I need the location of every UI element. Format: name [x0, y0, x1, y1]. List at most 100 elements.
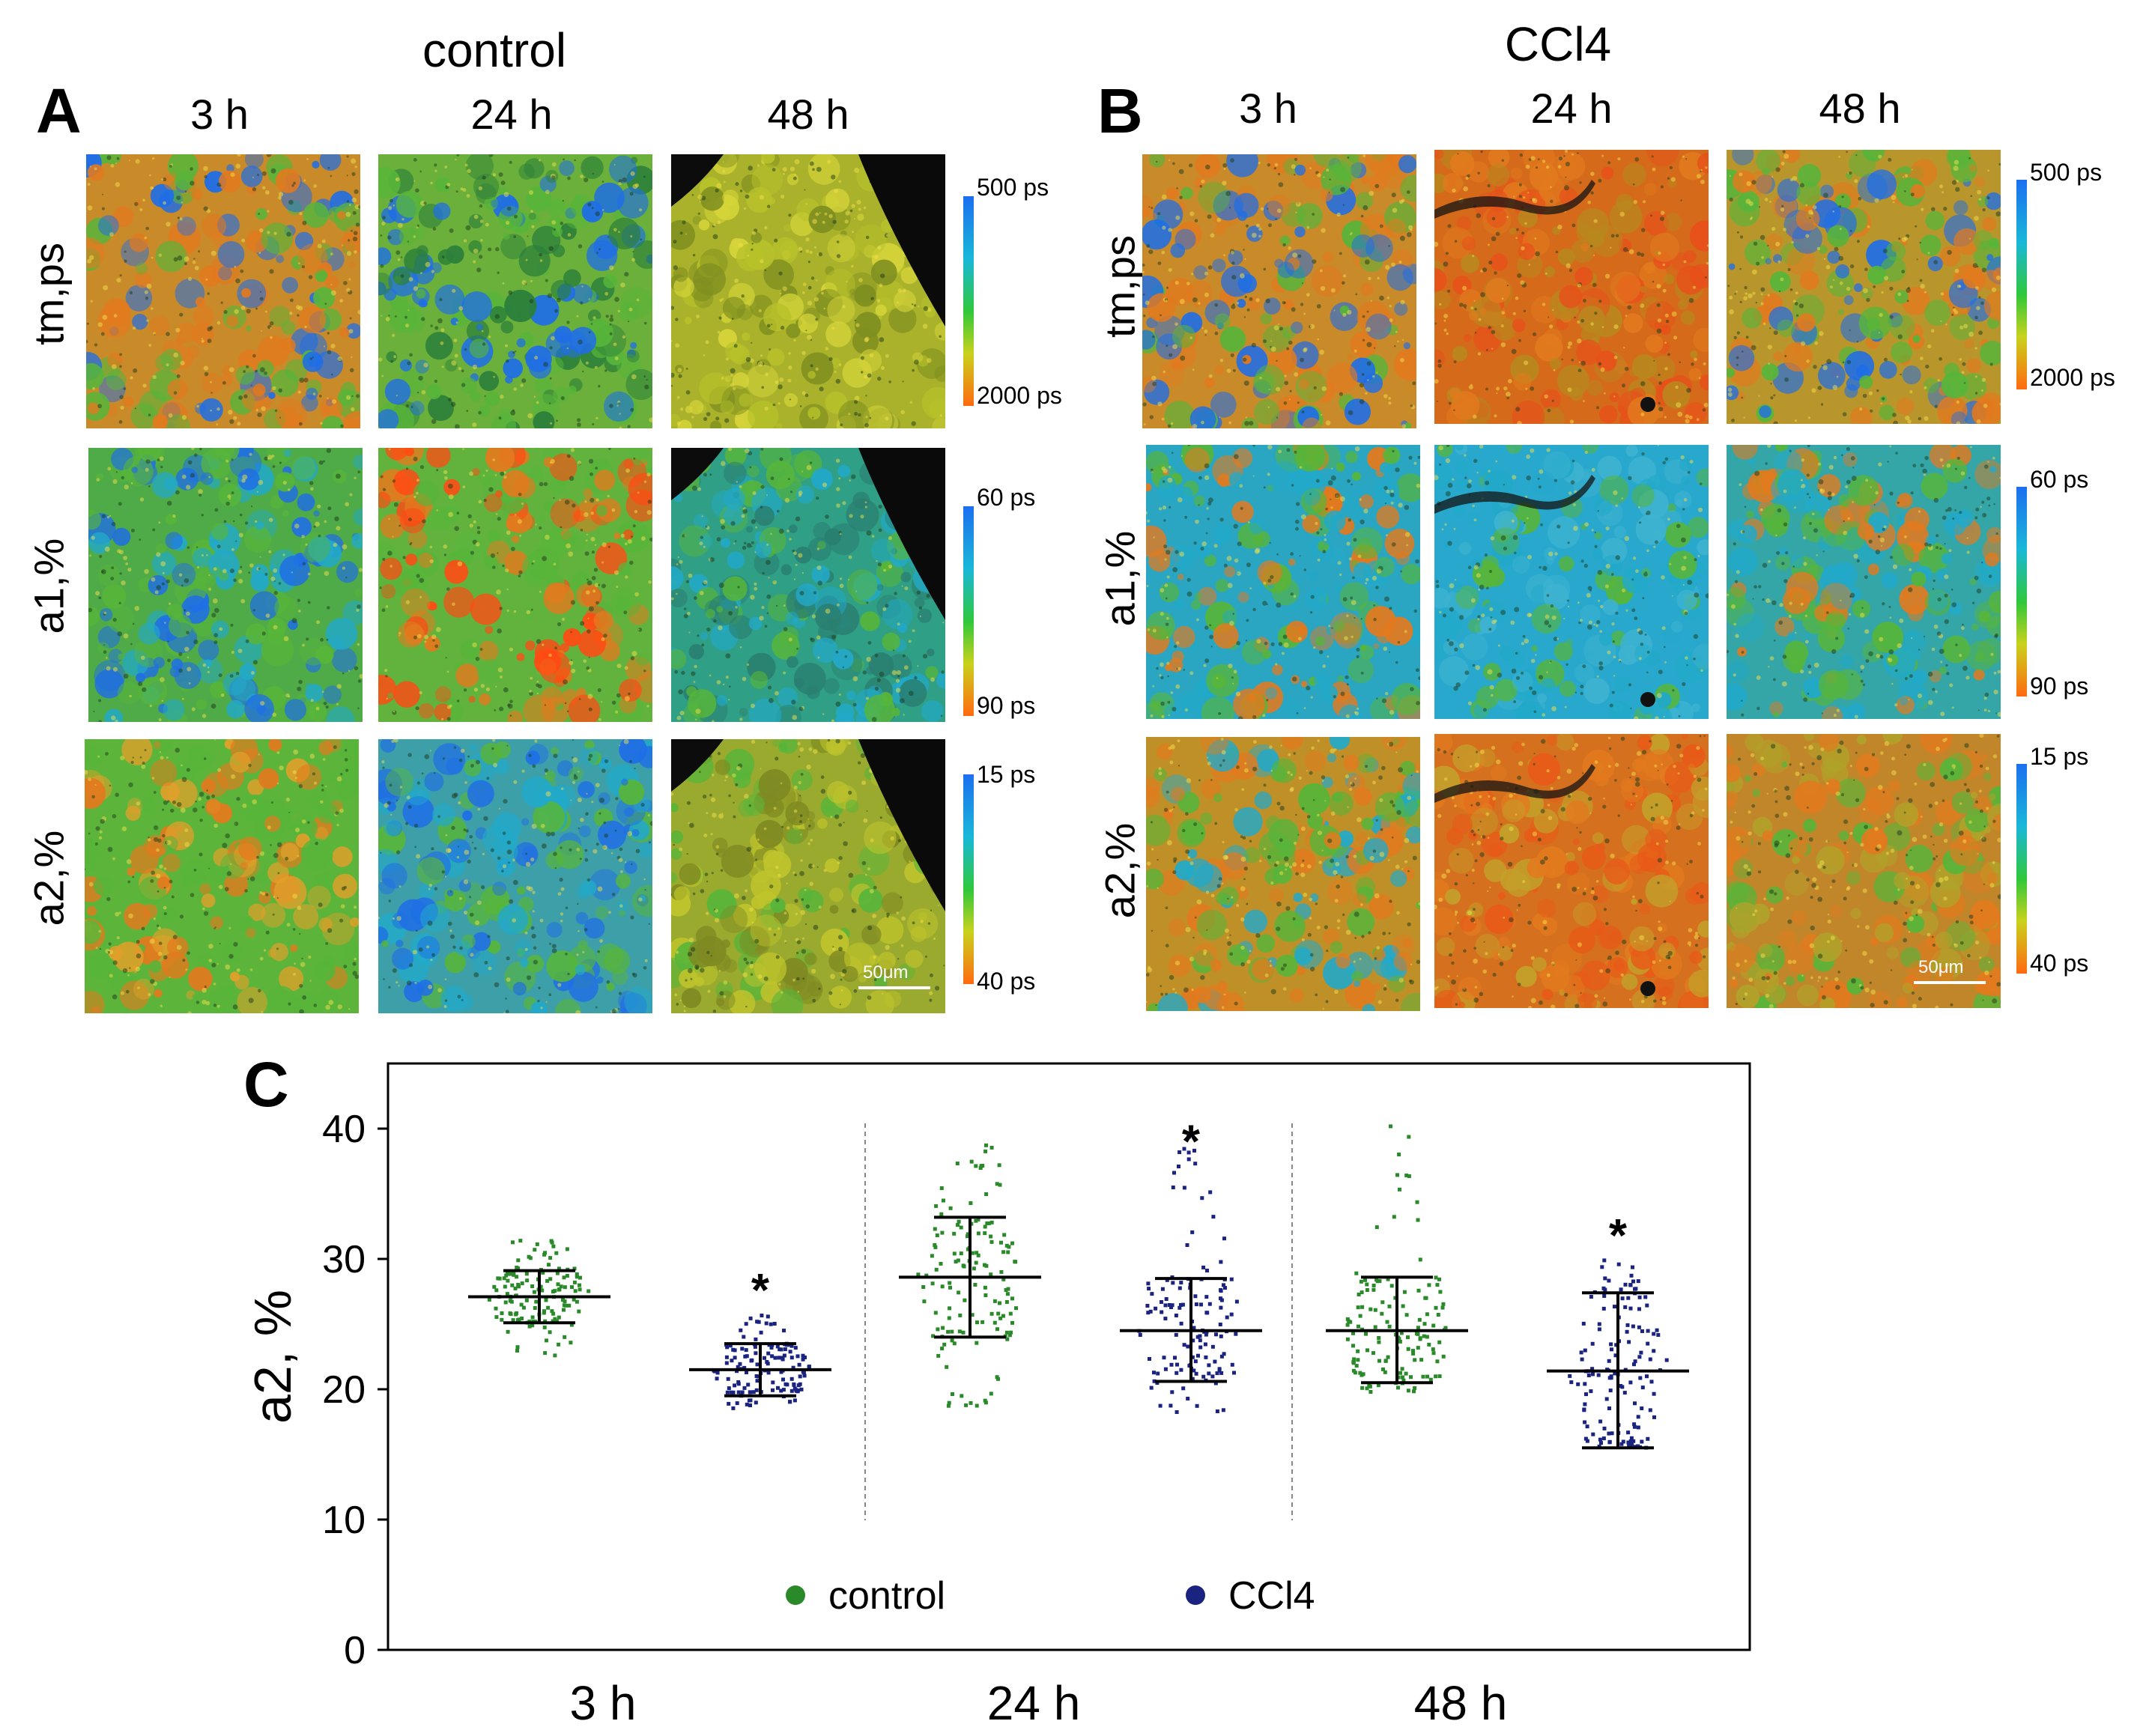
data-point	[954, 1260, 958, 1264]
data-point	[1603, 1276, 1607, 1281]
data-point	[970, 1251, 974, 1255]
data-point	[1358, 1314, 1363, 1318]
data-point	[1008, 1311, 1013, 1316]
data-point	[1623, 1282, 1628, 1287]
data-point	[754, 1400, 758, 1405]
data-point	[726, 1377, 730, 1381]
data-point	[510, 1283, 515, 1287]
data-point	[754, 1374, 759, 1378]
data-point	[1194, 1302, 1198, 1307]
data-point	[1602, 1294, 1607, 1298]
data-point	[1401, 1375, 1404, 1380]
data-point	[933, 1227, 937, 1231]
data-point	[515, 1275, 519, 1279]
data-point	[959, 1251, 963, 1256]
data-point	[777, 1356, 781, 1360]
data-point	[715, 1377, 719, 1381]
data-point	[544, 1298, 548, 1302]
data-point	[1345, 1337, 1350, 1341]
data-point	[783, 1347, 787, 1352]
data-point	[1365, 1282, 1369, 1287]
data-point	[996, 1377, 1000, 1381]
data-point	[1215, 1409, 1219, 1413]
data-point	[775, 1344, 780, 1349]
microscopy-tile	[86, 154, 360, 428]
data-point	[533, 1306, 537, 1310]
data-point	[1383, 1359, 1388, 1363]
data-point	[567, 1303, 572, 1308]
data-point	[1386, 1277, 1390, 1281]
data-point	[555, 1271, 560, 1275]
data-point	[1632, 1424, 1637, 1429]
data-point	[1345, 1317, 1350, 1321]
data-point	[1416, 1346, 1420, 1350]
data-point	[934, 1267, 939, 1272]
data-point	[753, 1344, 757, 1349]
data-point	[955, 1162, 960, 1165]
data-point	[1640, 1386, 1645, 1390]
data-point	[551, 1244, 556, 1248]
data-point	[521, 1305, 526, 1310]
data-point	[1649, 1380, 1654, 1384]
data-point	[1374, 1225, 1379, 1230]
data-point	[1648, 1408, 1652, 1412]
panel-b-title: CCl4	[1504, 17, 1612, 71]
data-point	[974, 1218, 978, 1223]
data-point	[936, 1353, 941, 1358]
data-point	[1652, 1349, 1656, 1353]
data-point	[1631, 1324, 1635, 1329]
data-point	[1207, 1302, 1212, 1306]
microscopy-tile	[88, 448, 363, 722]
data-point	[1005, 1337, 1010, 1341]
data-point	[1409, 1375, 1413, 1380]
data-point	[1428, 1377, 1433, 1382]
data-point	[742, 1365, 747, 1370]
data-point	[506, 1329, 510, 1334]
data-point	[1581, 1321, 1586, 1326]
data-point	[997, 1163, 1001, 1168]
data-point	[1234, 1299, 1239, 1304]
data-point	[1416, 1288, 1421, 1293]
microscopy-tile	[671, 154, 945, 428]
plot-frame	[387, 1062, 1751, 1651]
data-point	[512, 1271, 516, 1275]
data-point	[1620, 1296, 1625, 1301]
panel-b-letter: B	[1097, 76, 1143, 146]
data-point	[755, 1362, 760, 1367]
data-point	[1170, 1390, 1174, 1394]
data-point	[1356, 1305, 1360, 1310]
data-point	[1631, 1439, 1636, 1443]
data-point	[556, 1282, 560, 1287]
data-point	[1199, 1302, 1203, 1307]
significance-marker: *	[1609, 1210, 1628, 1262]
data-point	[995, 1327, 999, 1332]
data-point	[1177, 1286, 1182, 1290]
data-point	[542, 1325, 547, 1329]
data-point	[1364, 1332, 1368, 1336]
data-point	[1179, 1281, 1183, 1285]
data-point	[1352, 1357, 1357, 1362]
data-point	[575, 1272, 579, 1276]
data-point	[500, 1317, 504, 1322]
data-point	[941, 1326, 945, 1330]
data-point	[960, 1394, 964, 1398]
data-point	[1219, 1371, 1224, 1375]
data-point	[755, 1379, 760, 1383]
data-point	[729, 1390, 733, 1394]
data-point	[1646, 1436, 1650, 1441]
panel-b-colorbar-a1-bottom: 90 ps	[2030, 673, 2089, 699]
data-point	[1436, 1313, 1440, 1317]
data-point	[1387, 1304, 1392, 1308]
data-point	[930, 1254, 934, 1258]
data-point	[969, 1400, 973, 1405]
data-point	[517, 1284, 521, 1289]
data-point	[1639, 1350, 1643, 1355]
data-point	[1351, 1360, 1356, 1365]
data-point	[1005, 1292, 1010, 1296]
data-point	[1192, 1368, 1196, 1373]
data-point	[1607, 1359, 1611, 1363]
data-point	[781, 1388, 786, 1392]
data-point	[1001, 1277, 1006, 1281]
data-point	[992, 1320, 997, 1325]
data-point	[1358, 1371, 1363, 1375]
